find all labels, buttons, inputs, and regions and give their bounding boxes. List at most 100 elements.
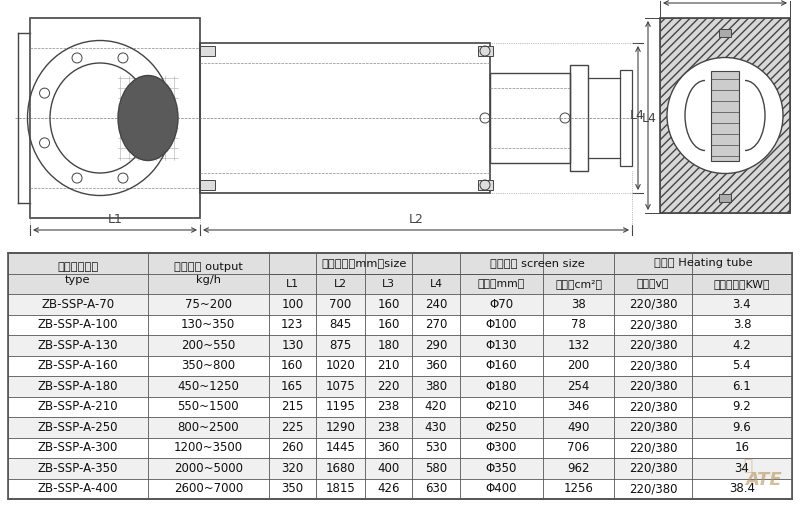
Text: 550~1500: 550~1500 xyxy=(178,400,239,413)
Text: Φ70: Φ70 xyxy=(489,298,513,311)
Text: 450~1250: 450~1250 xyxy=(178,380,239,393)
Text: Φ180: Φ180 xyxy=(486,380,517,393)
Text: 38: 38 xyxy=(571,298,586,311)
Text: 220: 220 xyxy=(378,380,400,393)
Text: L3: L3 xyxy=(382,279,395,289)
Text: 240: 240 xyxy=(425,298,447,311)
Text: Φ130: Φ130 xyxy=(486,339,517,352)
Text: 320: 320 xyxy=(281,462,303,475)
Text: 滤网尺寸 screen size: 滤网尺寸 screen size xyxy=(490,258,584,268)
Bar xyxy=(478,180,493,190)
Text: 254: 254 xyxy=(567,380,590,393)
Text: L4: L4 xyxy=(430,279,442,289)
Text: 380: 380 xyxy=(425,380,447,393)
Bar xyxy=(8,376,792,397)
Text: 220/380: 220/380 xyxy=(629,339,678,352)
Text: 290: 290 xyxy=(425,339,447,352)
Bar xyxy=(8,335,792,356)
Bar xyxy=(200,43,490,193)
Text: 180: 180 xyxy=(378,339,400,352)
Text: ZB-SSP-A-130: ZB-SSP-A-130 xyxy=(38,339,118,352)
Text: 1020: 1020 xyxy=(326,359,355,372)
Bar xyxy=(8,417,792,437)
Text: 845: 845 xyxy=(330,318,352,331)
Text: Φ300: Φ300 xyxy=(486,441,517,454)
Text: ZB-SSP-A-210: ZB-SSP-A-210 xyxy=(38,400,118,413)
Bar xyxy=(8,294,792,314)
Text: 346: 346 xyxy=(567,400,590,413)
Bar xyxy=(200,46,215,56)
Text: ZB-SSP-A-70: ZB-SSP-A-70 xyxy=(42,298,114,311)
Text: L1: L1 xyxy=(107,213,122,226)
Text: 225: 225 xyxy=(281,421,303,434)
Text: 215: 215 xyxy=(281,400,303,413)
Text: 490: 490 xyxy=(567,421,590,434)
Text: 5.4: 5.4 xyxy=(733,359,751,372)
Text: 电压（v）: 电压（v） xyxy=(637,279,670,289)
Text: 产品规格型号
type: 产品规格型号 type xyxy=(58,262,98,285)
Bar xyxy=(478,46,493,56)
Bar xyxy=(570,65,588,171)
Text: 420: 420 xyxy=(425,400,447,413)
Text: 轮廓尺寸（mm）size: 轮廓尺寸（mm）size xyxy=(322,258,406,268)
Text: 3.4: 3.4 xyxy=(733,298,751,311)
Text: 220/380: 220/380 xyxy=(629,482,678,495)
Text: 面积（cm²）: 面积（cm²） xyxy=(555,279,602,289)
Text: 75~200: 75~200 xyxy=(185,298,232,311)
Text: 270: 270 xyxy=(425,318,447,331)
Text: 132: 132 xyxy=(567,339,590,352)
Text: 1815: 1815 xyxy=(326,482,355,495)
Text: 238: 238 xyxy=(378,421,400,434)
Bar xyxy=(719,194,731,202)
Text: 220/380: 220/380 xyxy=(629,380,678,393)
Text: 200~550: 200~550 xyxy=(181,339,235,352)
Text: 2600~7000: 2600~7000 xyxy=(174,482,243,495)
Text: 220/380: 220/380 xyxy=(629,421,678,434)
Text: 1075: 1075 xyxy=(326,380,355,393)
Text: Φ350: Φ350 xyxy=(486,462,517,475)
Text: 123: 123 xyxy=(281,318,303,331)
Text: Φ100: Φ100 xyxy=(486,318,517,331)
Text: 350: 350 xyxy=(282,482,303,495)
Text: 160: 160 xyxy=(281,359,303,372)
Text: 加热器 Heating tube: 加热器 Heating tube xyxy=(654,258,753,268)
Text: 78: 78 xyxy=(571,318,586,331)
Text: 160: 160 xyxy=(378,318,400,331)
Text: Φ210: Φ210 xyxy=(486,400,517,413)
Text: 962: 962 xyxy=(567,462,590,475)
Text: 6.1: 6.1 xyxy=(733,380,751,393)
Text: 530: 530 xyxy=(425,441,447,454)
Text: 210: 210 xyxy=(378,359,400,372)
Bar xyxy=(8,253,792,499)
Text: 220/380: 220/380 xyxy=(629,318,678,331)
Text: 4.2: 4.2 xyxy=(733,339,751,352)
Text: 875: 875 xyxy=(330,339,352,352)
Text: 130~350: 130~350 xyxy=(181,318,235,331)
Text: 1195: 1195 xyxy=(326,400,355,413)
Text: L2: L2 xyxy=(409,213,423,226)
Text: ZB-SSP-A-160: ZB-SSP-A-160 xyxy=(38,359,118,372)
Text: L4: L4 xyxy=(630,109,645,122)
Bar xyxy=(620,70,632,166)
Text: 100: 100 xyxy=(281,298,303,311)
Text: 350~800: 350~800 xyxy=(181,359,235,372)
Text: 706: 706 xyxy=(567,441,590,454)
Text: L1: L1 xyxy=(286,279,299,289)
Text: 1256: 1256 xyxy=(563,482,594,495)
Text: L4: L4 xyxy=(642,111,657,124)
Text: ZB-SSP-A-180: ZB-SSP-A-180 xyxy=(38,380,118,393)
Text: ⛹: ⛹ xyxy=(743,459,753,473)
Text: ZB-SSP-A-400: ZB-SSP-A-400 xyxy=(38,482,118,495)
Ellipse shape xyxy=(118,76,178,161)
Text: 220/380: 220/380 xyxy=(629,359,678,372)
Text: ZB-SSP-A-250: ZB-SSP-A-250 xyxy=(38,421,118,434)
Text: 1445: 1445 xyxy=(326,441,355,454)
Text: 360: 360 xyxy=(425,359,447,372)
Text: 260: 260 xyxy=(281,441,303,454)
Text: 130: 130 xyxy=(281,339,303,352)
Bar xyxy=(200,180,215,190)
Text: Φ400: Φ400 xyxy=(486,482,517,495)
Text: 220/380: 220/380 xyxy=(629,462,678,475)
Text: 适用产量 output
kg/h: 适用产量 output kg/h xyxy=(174,262,242,285)
Text: ZB-SSP-A-350: ZB-SSP-A-350 xyxy=(38,462,118,475)
